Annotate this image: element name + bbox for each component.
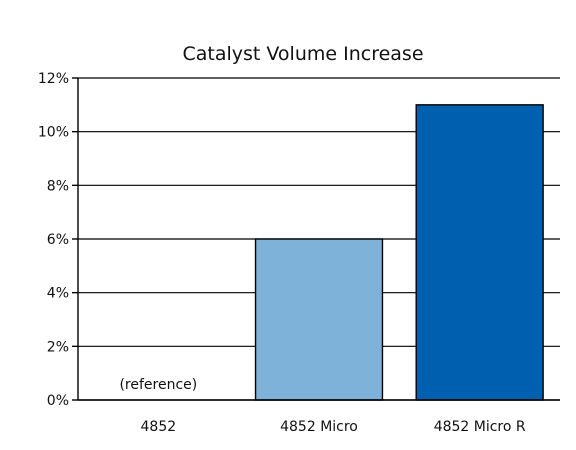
bar-4852-micro — [254, 238, 384, 401]
x-tick-label: 4852 Micro — [280, 419, 358, 435]
annotation-label: (reference) — [119, 377, 197, 393]
y-tick-label: 4% — [47, 286, 69, 302]
y-tick-label: 12% — [38, 71, 69, 87]
y-tick-label: 8% — [47, 178, 69, 194]
chart-title: Catalyst Volume Increase — [182, 43, 423, 65]
annotations: (reference) — [119, 377, 197, 393]
y-tick-label: 2% — [47, 339, 69, 355]
bars — [254, 104, 544, 401]
x-tick-label: 4852 — [141, 419, 177, 435]
axes — [77, 78, 560, 401]
bar-4852-micro-r — [415, 104, 544, 401]
y-tick-label: 10% — [38, 125, 69, 141]
y-tick-label: 0% — [47, 393, 69, 409]
x-tick-label: 4852 Micro R — [434, 419, 526, 435]
y-tick-labels: 0% 2% 4% 6% 8% 10% 12% — [38, 71, 69, 409]
x-tick-labels: 4852 4852 Micro 4852 Micro R — [141, 419, 526, 435]
y-tick-label: 6% — [47, 232, 69, 248]
